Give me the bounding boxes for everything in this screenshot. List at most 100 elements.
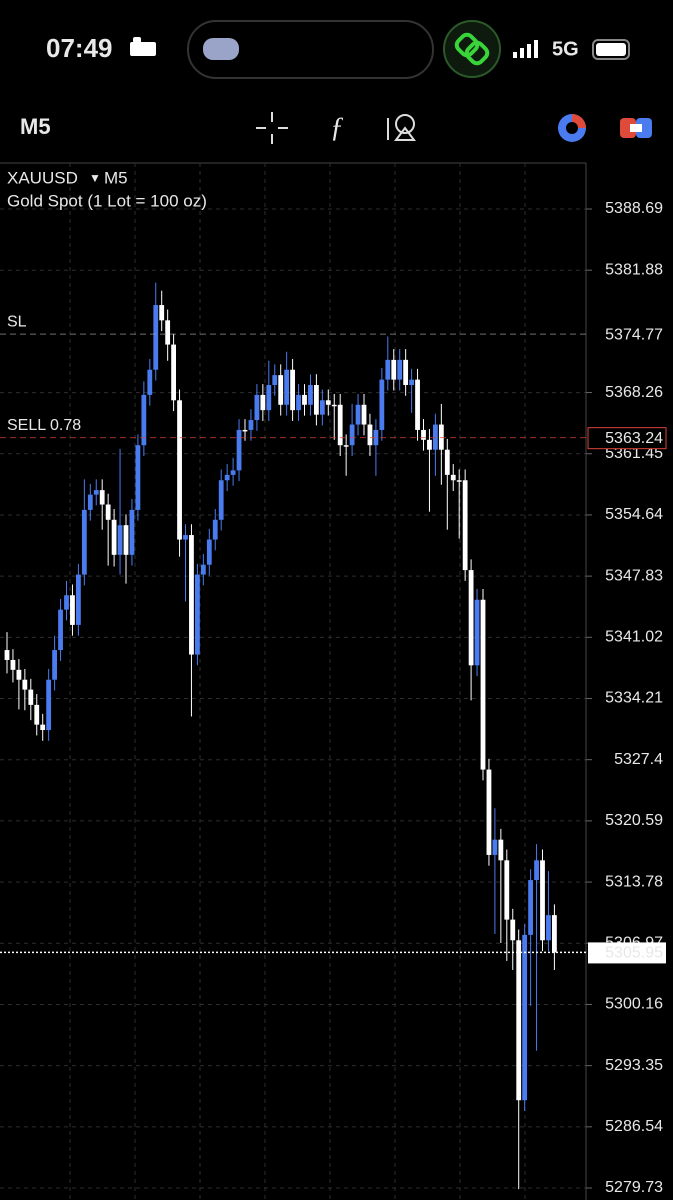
candle-body	[528, 880, 533, 935]
candle-body	[397, 359, 403, 380]
candle-body	[450, 474, 456, 481]
candle-body	[349, 424, 355, 446]
chart-timeframe: M5	[104, 168, 128, 187]
y-tick-label: 5313.78	[605, 873, 663, 890]
candle-body	[415, 379, 420, 430]
candle-body	[99, 490, 105, 505]
candle-body	[183, 535, 188, 540]
candle-body	[254, 394, 260, 421]
chart-subtitle: Gold Spot (1 Lot = 100 oz)	[7, 191, 207, 210]
candle-body	[433, 424, 438, 450]
candle-body	[546, 915, 551, 941]
candle-body	[308, 385, 313, 405]
candle-body	[165, 320, 171, 345]
candle-body	[391, 359, 397, 380]
price-tag-bg	[588, 324, 666, 346]
link-icon	[454, 32, 490, 66]
candle-body	[224, 474, 230, 481]
candle-body	[468, 570, 474, 666]
y-tick-label: 5388.69	[605, 200, 663, 217]
candle-body	[93, 490, 99, 495]
candle-body	[64, 595, 69, 610]
candle-body	[325, 400, 331, 405]
crosshair-button[interactable]	[256, 112, 288, 144]
candle-body	[40, 724, 46, 731]
candle-body	[379, 379, 385, 430]
candle-body	[522, 934, 528, 1101]
price-tag: 5374.77	[605, 326, 663, 343]
candle-body	[111, 519, 117, 555]
y-tick-label: 5279.73	[605, 1179, 663, 1196]
candle-body	[456, 480, 462, 482]
y-tick-label: 5347.83	[605, 567, 663, 584]
candle-body	[552, 915, 557, 953]
y-tick-label: 5286.54	[605, 1118, 663, 1135]
symbol-dropdown[interactable]: ▼	[89, 171, 101, 185]
trade-history-button[interactable]	[558, 114, 586, 142]
candle-body	[290, 369, 295, 411]
candle-body	[486, 769, 492, 855]
y-tick-label: 5320.59	[605, 812, 663, 829]
candle-body	[343, 445, 349, 447]
candle-body	[200, 564, 206, 575]
candle-body	[147, 369, 153, 395]
candle-body	[129, 509, 135, 555]
signal-icon	[513, 40, 538, 58]
sleep-icon	[130, 37, 156, 56]
candle-body	[248, 420, 254, 430]
candle-body	[46, 679, 52, 731]
island-app-icon	[203, 38, 239, 60]
timeframe-button[interactable]: M5	[20, 114, 51, 139]
candle-body	[296, 394, 301, 411]
candle-body	[141, 394, 147, 446]
candle-body	[462, 480, 468, 571]
candle-body	[34, 704, 40, 725]
y-tick-label: 5368.26	[605, 384, 663, 401]
candle-body	[189, 535, 194, 655]
y-tick-label: 5293.35	[605, 1057, 663, 1074]
candle-body	[230, 470, 236, 475]
dynamic-island	[187, 20, 434, 79]
candle-body	[302, 394, 307, 405]
price-line-label: SELL 0.78	[7, 417, 81, 434]
y-tick-label: 5300.16	[605, 996, 663, 1013]
candle-body	[177, 400, 182, 540]
price-tag-bg	[588, 942, 666, 964]
indicators-button[interactable]: ƒ	[330, 112, 344, 143]
candle-body	[236, 429, 242, 471]
y-tick-label: 5354.64	[605, 506, 663, 523]
trade-button[interactable]	[620, 118, 652, 138]
objects-button[interactable]	[387, 114, 416, 141]
candle-body	[427, 439, 432, 450]
y-tick-label: 5327.4	[614, 751, 663, 768]
y-tick-label: 5341.02	[605, 629, 663, 646]
candle-body	[337, 404, 343, 446]
candle-body	[510, 919, 516, 941]
candle-body	[22, 679, 28, 690]
candle-body	[195, 574, 200, 655]
candle-body	[534, 860, 539, 881]
candle-body	[361, 404, 367, 425]
candle-body	[355, 404, 361, 425]
network-type: 5G	[552, 38, 579, 60]
candle-body	[367, 424, 373, 446]
candle-body	[70, 595, 75, 625]
candle-body	[504, 860, 510, 920]
candle-body	[10, 659, 16, 670]
link-indicator[interactable]	[443, 20, 501, 78]
candle-body	[171, 344, 176, 401]
candle-body	[278, 375, 284, 405]
candle-body	[421, 429, 426, 440]
candle-body	[58, 609, 63, 651]
candle-body	[87, 494, 93, 510]
candle-body	[153, 305, 159, 370]
candle-body	[409, 379, 414, 386]
candle-body	[540, 860, 545, 941]
symbol[interactable]: XAUUSD	[7, 168, 78, 187]
candle-body	[480, 599, 486, 770]
clock: 07:49	[46, 33, 113, 63]
candle-body	[4, 650, 10, 660]
